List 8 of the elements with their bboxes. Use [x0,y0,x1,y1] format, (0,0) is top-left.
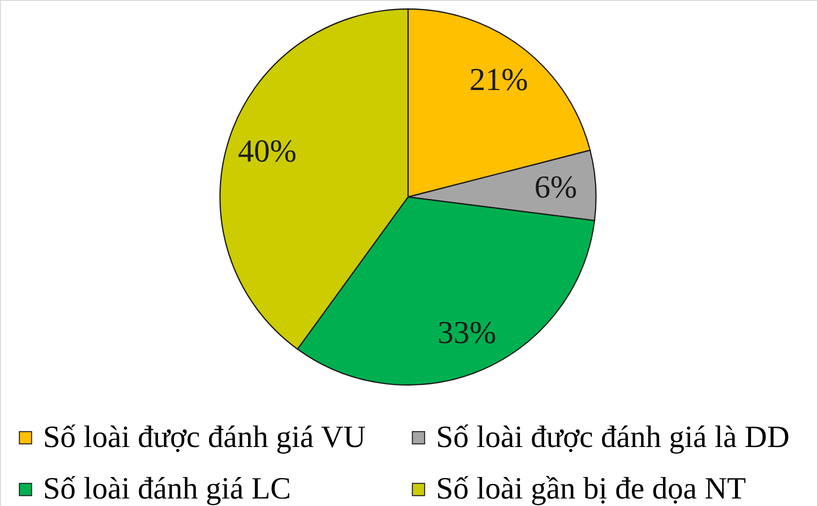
legend-label: Số loài đánh giá LC [43,470,291,506]
data-label: 33% [437,314,496,350]
legend-label: Số loài được đánh giá VU [43,418,366,454]
data-label: 40% [238,132,297,168]
data-label: 21% [469,61,528,98]
legend-label: Số loài gần bị đe dọa NT [436,470,746,506]
legend-label: Số loài được đánh giá là DD [436,418,790,454]
data-label: 6% [534,168,578,205]
